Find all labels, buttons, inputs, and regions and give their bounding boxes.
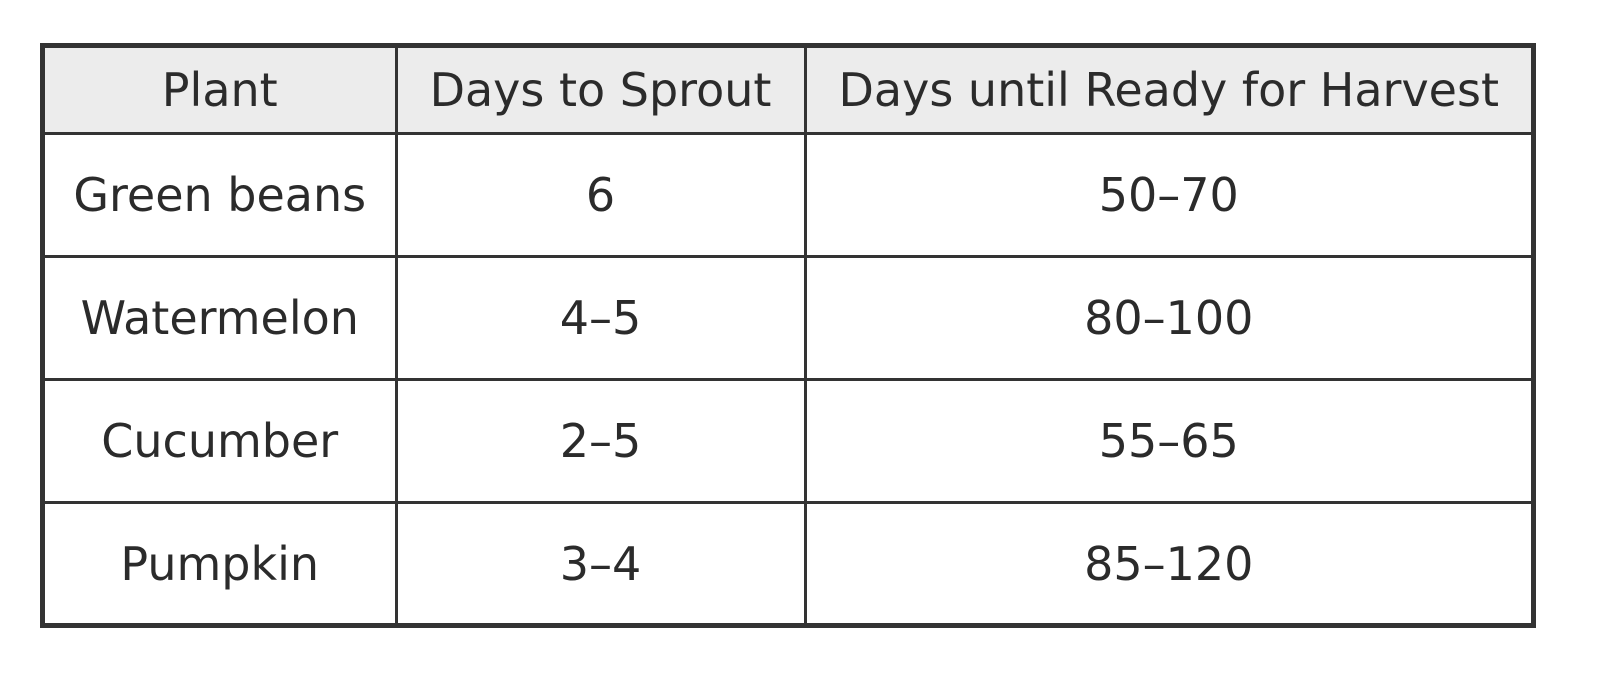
table-row: Watermelon 4–5 80–100 <box>45 255 1531 381</box>
cell-days-to-sprout: 6 <box>394 132 807 258</box>
column-header-days-to-sprout: Days to Sprout <box>394 48 807 135</box>
table-row: Pumpkin 3–4 85–120 <box>45 501 1531 624</box>
cell-days-until-harvest: 80–100 <box>803 255 1531 381</box>
cell-plant: Cucumber <box>45 378 398 504</box>
cell-plant: Green beans <box>45 132 398 258</box>
column-header-plant: Plant <box>45 48 398 135</box>
cell-days-to-sprout: 2–5 <box>394 378 807 504</box>
column-header-days-until-harvest: Days until Ready for Harvest <box>803 48 1531 135</box>
table-row: Cucumber 2–5 55–65 <box>45 378 1531 504</box>
table-header-row: Plant Days to Sprout Days until Ready fo… <box>45 48 1531 135</box>
cell-plant: Watermelon <box>45 255 398 381</box>
cell-plant: Pumpkin <box>45 501 398 624</box>
cell-days-to-sprout: 4–5 <box>394 255 807 381</box>
table-row: Green beans 6 50–70 <box>45 132 1531 258</box>
cell-days-until-harvest: 85–120 <box>803 501 1531 624</box>
plant-growth-table: Plant Days to Sprout Days until Ready fo… <box>40 43 1536 628</box>
cell-days-to-sprout: 3–4 <box>394 501 807 624</box>
data-table: Plant Days to Sprout Days until Ready fo… <box>45 48 1531 624</box>
cell-days-until-harvest: 50–70 <box>803 132 1531 258</box>
cell-days-until-harvest: 55–65 <box>803 378 1531 504</box>
